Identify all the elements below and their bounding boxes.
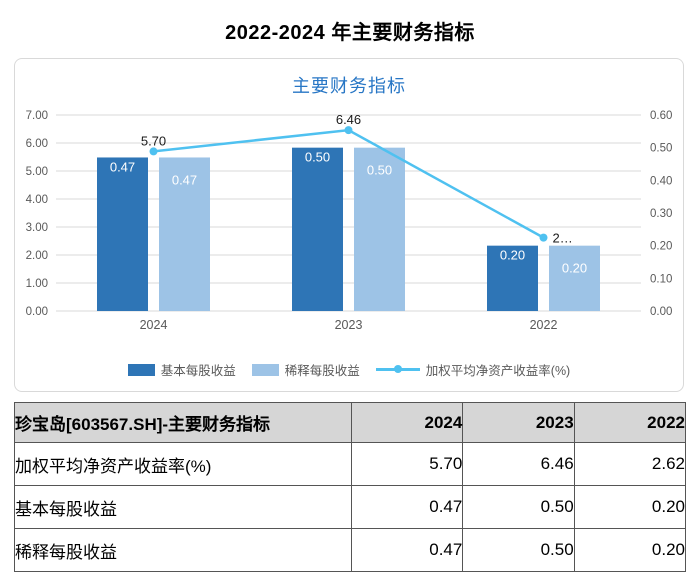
column-header-2024: 2024	[350, 402, 464, 443]
svg-text:0.00: 0.00	[26, 306, 48, 318]
svg-text:0.10: 0.10	[650, 273, 672, 285]
bar-2024	[97, 157, 148, 311]
cell-value: 5.70	[350, 442, 464, 486]
svg-text:6.00: 6.00	[26, 138, 48, 150]
page-title: 2022-2024 年主要财务指标	[225, 22, 475, 44]
roe-line-series: 5.70 6.46 2…	[141, 112, 573, 246]
bar-2024	[159, 157, 210, 311]
svg-text:1.00: 1.00	[26, 278, 48, 290]
svg-text:2023: 2023	[335, 318, 363, 332]
cell-value: 0.50	[462, 485, 575, 529]
line-point-2022	[539, 233, 548, 242]
cell-value: 0.20	[573, 485, 687, 529]
line-point-2024	[149, 147, 158, 156]
bar-series-0: 0.47 0.50 0.20	[97, 147, 538, 311]
svg-text:0.50: 0.50	[650, 143, 672, 155]
financial-chart: 7.00 6.00 5.00 4.00 3.00 2.00 1.00 0.00 0.60 0.50…	[26, 110, 673, 332]
svg-text:4.00: 4.00	[26, 194, 48, 206]
row-label: 稀释每股收益	[14, 528, 352, 572]
table-header-row: 珍宝岛[603567.SH]-主要财务指标 2024 2023 2022	[14, 402, 687, 443]
svg-text:6.46: 6.46	[336, 112, 361, 127]
svg-text:0.30: 0.30	[650, 208, 672, 220]
svg-text:0.20: 0.20	[562, 261, 587, 276]
category-labels: 2024 2023 2022	[140, 318, 558, 332]
svg-text:5.70: 5.70	[141, 133, 166, 148]
svg-text:2024: 2024	[140, 318, 168, 332]
legend-item-roe: 加权平均净资产收益率(%)	[375, 360, 571, 379]
svg-text:2.00: 2.00	[26, 250, 48, 262]
svg-text:2022: 2022	[530, 318, 558, 332]
bar-2022	[549, 245, 600, 311]
cell-value: 0.20	[573, 528, 687, 572]
column-header-2023: 2023	[462, 402, 575, 443]
svg-text:0.47: 0.47	[172, 172, 197, 187]
bar-2022	[487, 245, 538, 311]
bar-2023	[292, 147, 343, 311]
basic-eps-swatch-icon	[127, 363, 155, 376]
svg-text:0.50: 0.50	[367, 163, 392, 178]
legend-item-diluted-eps: 稀释每股收益	[251, 360, 360, 379]
row-label: 加权平均净资产收益率(%)	[14, 442, 352, 486]
bar-2023	[354, 147, 405, 311]
legend-label: 基本每股收益	[160, 364, 236, 378]
financial-indicators-table: 珍宝岛[603567.SH]-主要财务指标 2024 2023 2022 加权平…	[14, 402, 687, 572]
svg-text:7.00: 7.00	[26, 110, 48, 122]
legend-label: 稀释每股收益	[284, 364, 360, 378]
svg-text:0.60: 0.60	[650, 110, 672, 122]
svg-text:0.00: 0.00	[650, 306, 672, 318]
svg-text:0.47: 0.47	[110, 159, 135, 174]
svg-text:0.50: 0.50	[305, 150, 330, 165]
table-row: 稀释每股收益 0.47 0.50 0.20	[14, 528, 687, 572]
bar-series-1: 0.47 0.50 0.20	[159, 147, 600, 311]
chart-title: 主要财务指标	[292, 76, 406, 96]
legend-item-basic-eps: 基本每股收益	[127, 360, 236, 379]
svg-text:0.20: 0.20	[650, 241, 672, 253]
chart-legend: 基本每股收益 稀释每股收益 加权平均净资产收益率(%)	[15, 360, 683, 379]
cell-value: 0.47	[350, 485, 464, 529]
cell-value: 6.46	[462, 442, 575, 486]
gridlines	[56, 114, 641, 312]
svg-text:0.20: 0.20	[500, 248, 525, 263]
chart-panel: 主要财务指标 7.00 6.00 5.00 4.00 3.00 2.00 1.00 0.00 0…	[14, 58, 684, 392]
diluted-eps-swatch-icon	[251, 363, 279, 376]
svg-text:0.40: 0.40	[650, 175, 672, 187]
table-row: 加权平均净资产收益率(%) 5.70 6.46 2.62	[14, 442, 687, 486]
cell-value: 0.47	[350, 528, 464, 572]
cell-value: 2.62	[573, 442, 687, 486]
table-title-cell: 珍宝岛[603567.SH]-主要财务指标	[14, 402, 352, 443]
row-label: 基本每股收益	[14, 485, 352, 529]
line-point-2023	[344, 126, 353, 135]
legend-label: 加权平均净资产收益率(%)	[425, 364, 571, 378]
svg-text:3.00: 3.00	[26, 222, 48, 234]
roe-line-swatch-icon	[375, 365, 420, 374]
svg-text:5.00: 5.00	[26, 166, 48, 178]
table-row: 基本每股收益 0.47 0.50 0.20	[14, 485, 687, 529]
column-header-2022: 2022	[573, 402, 687, 443]
axis-tick-labels: 7.00 6.00 5.00 4.00 3.00 2.00 1.00 0.00 0.60 0.50…	[26, 110, 673, 318]
svg-text:2…: 2…	[553, 231, 573, 246]
cell-value: 0.50	[462, 528, 575, 572]
